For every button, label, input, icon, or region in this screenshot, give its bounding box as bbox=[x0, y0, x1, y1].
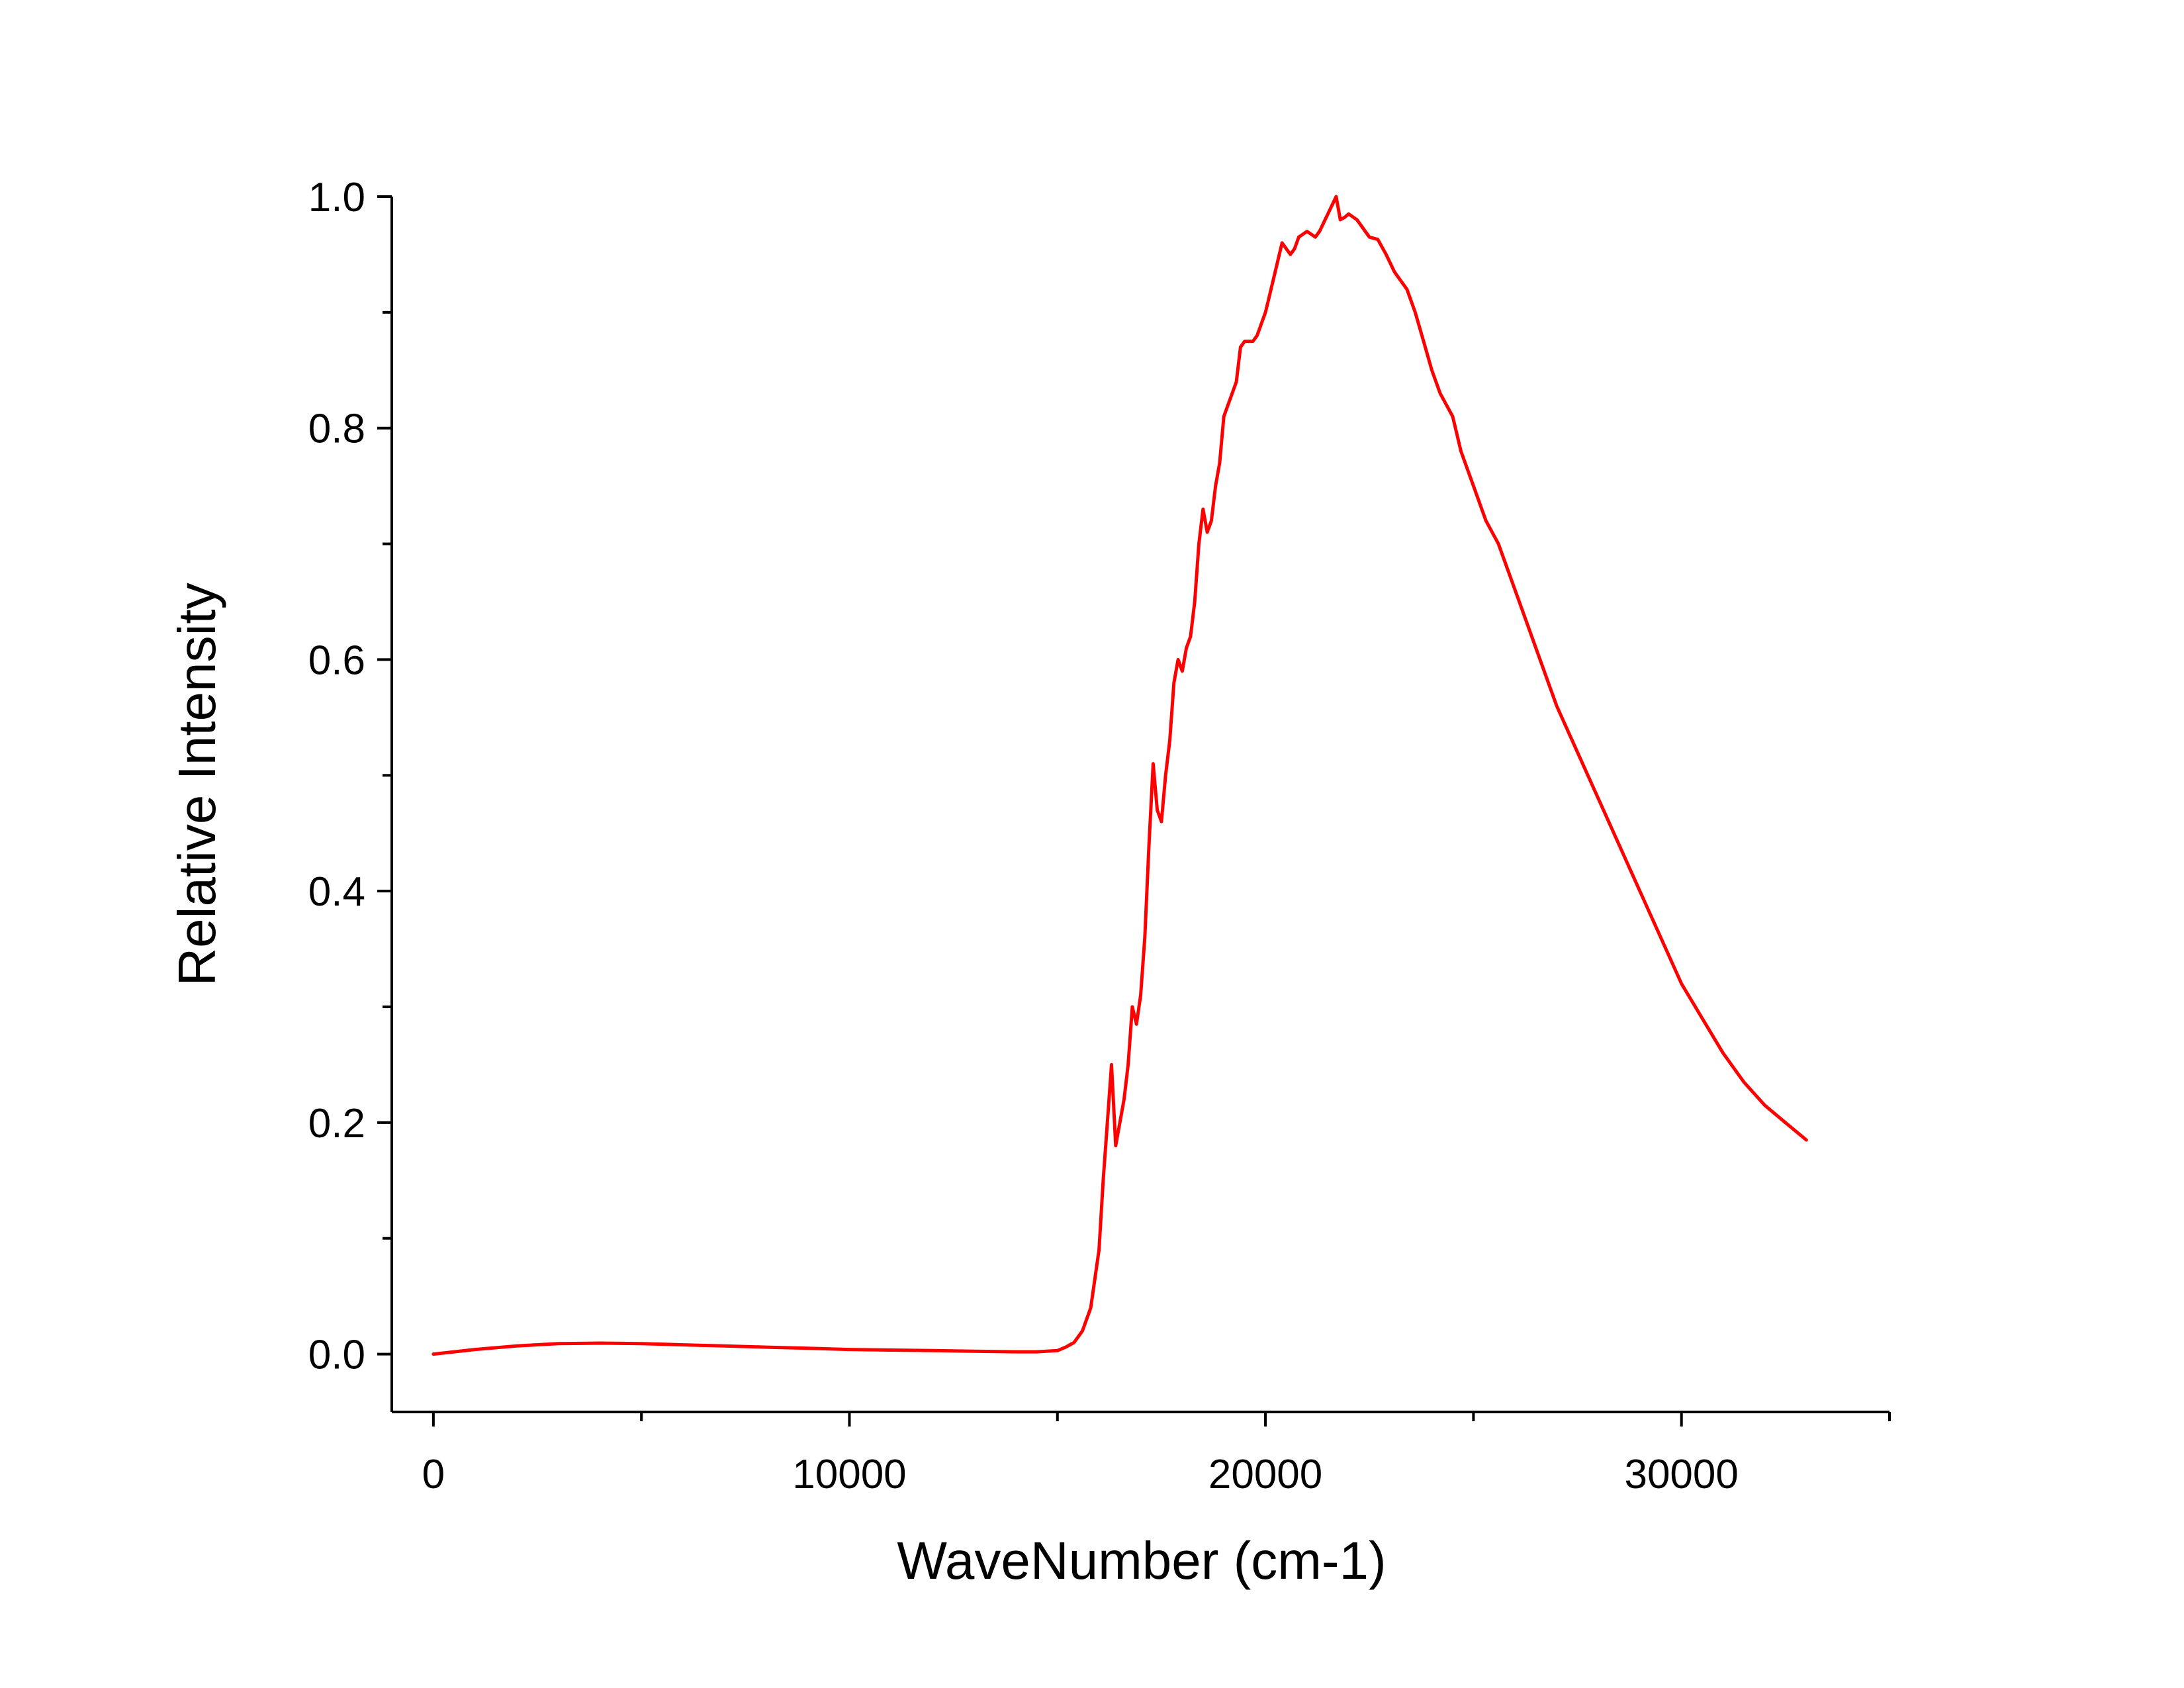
series-line bbox=[432, 195, 1808, 1356]
y-tick-label: 0.4 bbox=[308, 869, 365, 915]
axes bbox=[390, 197, 1889, 1413]
y-tick-label: 0.2 bbox=[308, 1101, 365, 1147]
y-tick-label: 0.0 bbox=[308, 1333, 365, 1378]
x-tick-label: 20000 bbox=[1208, 1452, 1322, 1497]
series-layer bbox=[432, 195, 1808, 1356]
x-axis-title: WaveNumber (cm-1) bbox=[897, 1531, 1386, 1590]
x-tick-label: 10000 bbox=[792, 1452, 906, 1497]
x-tick-label: 0 bbox=[422, 1452, 445, 1497]
x-axis-ticks: 0 10000 20000 30000 bbox=[422, 1412, 1891, 1497]
y-axis-ticks: 0.0 0.2 0.4 0.6 0.8 1.0 bbox=[308, 175, 392, 1378]
y-tick-label: 1.0 bbox=[308, 175, 365, 220]
y-tick-label: 0.8 bbox=[308, 406, 365, 452]
x-tick-label: 30000 bbox=[1624, 1452, 1738, 1497]
y-tick-label: 0.6 bbox=[308, 637, 365, 683]
y-axis-title: Relative Intensity bbox=[167, 583, 226, 986]
